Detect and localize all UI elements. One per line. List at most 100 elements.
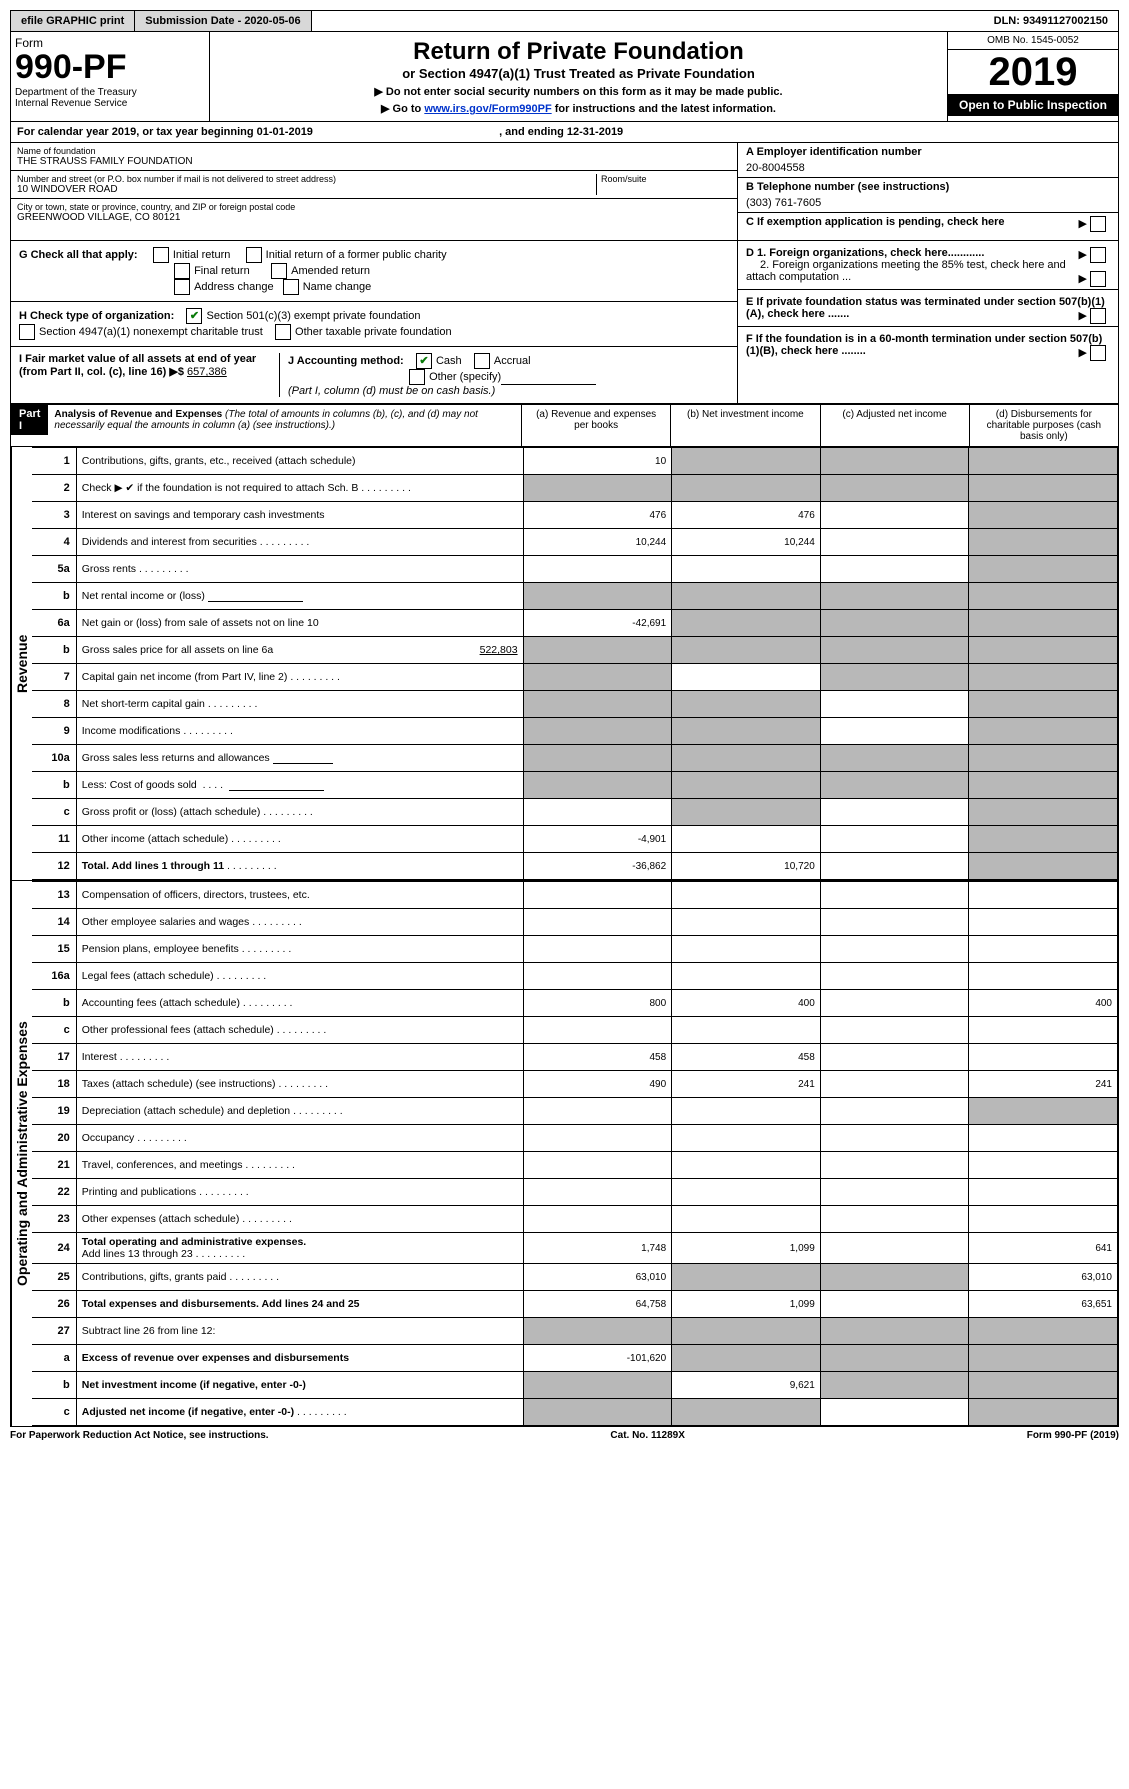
table-row: aExcess of revenue over expenses and dis… <box>32 1345 1118 1372</box>
city-label: City or town, state or province, country… <box>17 202 731 212</box>
h-4947-checkbox[interactable] <box>19 324 35 340</box>
address: 10 WINDOVER ROAD <box>17 184 596 195</box>
department: Department of the TreasuryInternal Reven… <box>15 87 205 109</box>
j-cash-checkbox[interactable]: ✔ <box>416 353 432 369</box>
table-row: 6aNet gain or (loss) from sale of assets… <box>32 610 1118 637</box>
table-row: 11Other income (attach schedule)-4,901 <box>32 826 1118 853</box>
g-addr-checkbox[interactable] <box>174 279 190 295</box>
telephone: (303) 761-7605 <box>746 197 1110 209</box>
efile-button[interactable]: efile GRAPHIC print <box>11 11 135 31</box>
h-501-label: Section 501(c)(3) exempt private foundat… <box>206 310 420 322</box>
table-row: 2Check ▶ ✔ if the foundation is not requ… <box>32 475 1118 502</box>
col-d-header: (d) Disbursements for charitable purpose… <box>970 405 1118 446</box>
g-initial-former-label: Initial return of a former public charit… <box>266 249 447 261</box>
j-accrual-label: Accrual <box>494 355 531 367</box>
note-ssn: ▶ Do not enter social security numbers o… <box>240 85 917 98</box>
table-row: bNet investment income (if negative, ent… <box>32 1372 1118 1399</box>
submission-date: Submission Date - 2020-05-06 <box>135 11 311 31</box>
d1-checkbox[interactable] <box>1090 247 1106 263</box>
foundation-name: THE STRAUSS FAMILY FOUNDATION <box>17 156 731 167</box>
footer-mid: Cat. No. 11289X <box>610 1430 684 1441</box>
form-subtitle: or Section 4947(a)(1) Trust Treated as P… <box>240 66 917 81</box>
table-row: 4Dividends and interest from securities1… <box>32 529 1118 556</box>
city: GREENWOOD VILLAGE, CO 80121 <box>17 212 731 223</box>
table-row: 25Contributions, gifts, grants paid63,01… <box>32 1264 1118 1291</box>
j-accrual-checkbox[interactable] <box>474 353 490 369</box>
table-row: 15Pension plans, employee benefits <box>32 936 1118 963</box>
table-row: 7Capital gain net income (from Part IV, … <box>32 664 1118 691</box>
revenue-section: Revenue 1Contributions, gifts, grants, e… <box>10 447 1119 881</box>
d2-checkbox[interactable] <box>1090 271 1106 287</box>
f-checkbox[interactable] <box>1090 345 1106 361</box>
table-row: 20Occupancy <box>32 1125 1118 1152</box>
form-header: Form 990-PF Department of the TreasuryIn… <box>10 32 1119 122</box>
h-label: H Check type of organization: <box>19 310 174 322</box>
e-checkbox[interactable] <box>1090 308 1106 324</box>
table-row: 12Total. Add lines 1 through 11-36,86210… <box>32 853 1118 880</box>
open-to-public: Open to Public Inspection <box>948 94 1118 116</box>
f-label: F If the foundation is in a 60-month ter… <box>746 333 1102 357</box>
j-other-checkbox[interactable] <box>409 369 425 385</box>
table-row: 5aGross rents <box>32 556 1118 583</box>
g-addr-label: Address change <box>194 281 274 293</box>
irs-link[interactable]: www.irs.gov/Form990PF <box>424 103 551 115</box>
col-b-header: (b) Net investment income <box>671 405 820 446</box>
table-row: 24Total operating and administrative exp… <box>32 1233 1118 1264</box>
note-goto: ▶ Go to www.irs.gov/Form990PF for instru… <box>240 102 917 115</box>
table-row: 14Other employee salaries and wages <box>32 909 1118 936</box>
footer-right: Form 990-PF (2019) <box>1027 1430 1119 1441</box>
table-row: 13Compensation of officers, directors, t… <box>32 882 1118 909</box>
table-row: 23Other expenses (attach schedule) <box>32 1206 1118 1233</box>
table-row: cGross profit or (loss) (attach schedule… <box>32 799 1118 826</box>
revenue-vlabel: Revenue <box>11 447 32 880</box>
table-row: bNet rental income or (loss) <box>32 583 1118 610</box>
j-note: (Part I, column (d) must be on cash basi… <box>288 385 495 397</box>
table-row: 1Contributions, gifts, grants, etc., rec… <box>32 448 1118 475</box>
form-number: 990-PF <box>15 50 205 84</box>
c-checkbox[interactable] <box>1090 216 1106 232</box>
check-grid: G Check all that apply: Initial return I… <box>10 241 1119 404</box>
h-501-checkbox[interactable]: ✔ <box>186 308 202 324</box>
c-label: C If exemption application is pending, c… <box>746 216 1005 228</box>
table-row: 3Interest on savings and temporary cash … <box>32 502 1118 529</box>
part-i-title: Analysis of Revenue and Expenses <box>54 409 222 420</box>
expenses-section: Operating and Administrative Expenses 13… <box>10 881 1119 1427</box>
h-4947-label: Section 4947(a)(1) nonexempt charitable … <box>39 326 263 338</box>
g-amended-label: Amended return <box>291 265 370 277</box>
table-row: 22Printing and publications <box>32 1179 1118 1206</box>
g-name-checkbox[interactable] <box>283 279 299 295</box>
g-initial-checkbox[interactable] <box>153 247 169 263</box>
room-label: Room/suite <box>601 174 731 184</box>
tax-year: 2019 <box>948 50 1118 94</box>
table-row: cOther professional fees (attach schedul… <box>32 1017 1118 1044</box>
g-name-label: Name change <box>303 281 372 293</box>
g-amended-checkbox[interactable] <box>271 263 287 279</box>
expenses-vlabel: Operating and Administrative Expenses <box>11 881 32 1426</box>
table-row: 19Depreciation (attach schedule) and dep… <box>32 1098 1118 1125</box>
identification-block: Name of foundation THE STRAUSS FAMILY FO… <box>10 143 1119 241</box>
table-row: 10aGross sales less returns and allowanc… <box>32 745 1118 772</box>
j-label: J Accounting method: <box>288 355 404 367</box>
addr-label: Number and street (or P.O. box number if… <box>17 174 596 184</box>
g-initial-label: Initial return <box>173 249 230 261</box>
col-c-header: (c) Adjusted net income <box>821 405 970 446</box>
e-label: E If private foundation status was termi… <box>746 296 1105 320</box>
name-label: Name of foundation <box>17 146 731 156</box>
h-other-label: Other taxable private foundation <box>295 326 452 338</box>
table-row: bGross sales price for all assets on lin… <box>32 637 1118 664</box>
h-other-checkbox[interactable] <box>275 324 291 340</box>
g-initial-former-checkbox[interactable] <box>246 247 262 263</box>
omb-number: OMB No. 1545-0052 <box>948 32 1118 50</box>
g-final-label: Final return <box>194 265 250 277</box>
g-final-checkbox[interactable] <box>174 263 190 279</box>
table-row: bAccounting fees (attach schedule)800400… <box>32 990 1118 1017</box>
table-row: 9Income modifications <box>32 718 1118 745</box>
d2-label: 2. Foreign organizations meeting the 85%… <box>746 259 1066 283</box>
table-row: 21Travel, conferences, and meetings <box>32 1152 1118 1179</box>
part-i-label: Part I <box>11 405 48 435</box>
col-a-header: (a) Revenue and expenses per books <box>522 405 671 446</box>
table-row: 27Subtract line 26 from line 12: <box>32 1318 1118 1345</box>
table-row: 26Total expenses and disbursements. Add … <box>32 1291 1118 1318</box>
table-row: 8Net short-term capital gain <box>32 691 1118 718</box>
part-i-header: Part I Analysis of Revenue and Expenses … <box>10 404 1119 447</box>
